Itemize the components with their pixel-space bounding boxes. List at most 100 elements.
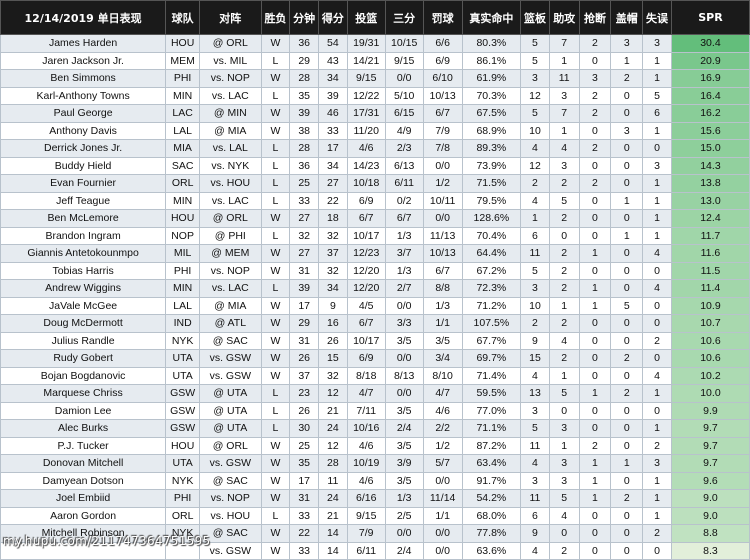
player-name-cell: Evan Fournier	[0, 174, 167, 193]
stat-cell: 24	[318, 419, 348, 438]
stat-cell: 11	[318, 471, 348, 490]
stat-cell: PHI	[165, 489, 201, 508]
stat-cell: 54.2%	[461, 489, 522, 508]
stat-cell: 28	[289, 139, 320, 158]
player-name-cell: Anthony Davis	[0, 121, 167, 140]
stat-cell: 0	[578, 191, 612, 210]
player-name-cell: Damyean Dotson	[0, 471, 167, 490]
player-name-cell: Doug McDermott	[0, 314, 167, 333]
stat-cell: 2	[548, 244, 580, 263]
stat-cell: 0	[610, 366, 644, 385]
stat-cell: 3	[610, 34, 644, 53]
table-row: Rudy Gobert UTA vs. GSW W 26 15 6/9 0/0 3/4 69.7%…	[0, 349, 750, 368]
stat-cell: 8/10	[422, 366, 463, 385]
stat-cell: LAC	[165, 104, 201, 123]
stat-cell: 0/0	[384, 384, 424, 403]
stat-cell: 3	[578, 69, 612, 88]
stat-cell: 33	[289, 191, 320, 210]
stat-cell: 22	[289, 524, 320, 543]
stat-cell: W	[260, 331, 291, 350]
stat-cell: vs. HOU	[199, 174, 262, 193]
stat-cell: 38	[289, 121, 320, 140]
stat-cell: 1/1	[422, 314, 463, 333]
stat-cell: vs. GSW	[199, 349, 262, 368]
stat-cell: 3	[548, 156, 580, 175]
stat-cell: 0	[610, 156, 644, 175]
stat-cell: 10/19	[346, 454, 386, 473]
stat-cell: vs. NOP	[199, 489, 262, 508]
stat-cell: 4	[548, 139, 580, 158]
stat-cell: W	[260, 69, 291, 88]
stat-cell: 7/8	[422, 139, 463, 158]
column-header: 盖帽	[610, 0, 644, 35]
stat-cell: 2	[610, 69, 644, 88]
stat-cell: 2	[610, 489, 644, 508]
stat-cell: 7/11	[346, 401, 386, 420]
stat-cell: 35	[289, 86, 320, 105]
stat-cell: 67.7%	[461, 331, 522, 350]
stat-cell: 2/3	[384, 139, 424, 158]
stat-cell: @ UTA	[199, 419, 262, 438]
spr-cell: 9.9	[670, 401, 750, 420]
stat-cell: 15	[520, 349, 550, 368]
stat-cell: 3	[642, 34, 672, 53]
stat-cell: 5	[642, 86, 672, 105]
stat-cell: 0	[578, 506, 612, 525]
stat-cell: 2	[642, 436, 672, 455]
stat-cell: L	[260, 226, 291, 245]
stat-cell: 2	[578, 139, 612, 158]
stat-cell: 11	[548, 69, 580, 88]
player-name-cell: James Harden	[0, 34, 167, 53]
stat-cell: 11	[520, 244, 550, 263]
stat-cell: L	[260, 139, 291, 158]
table-row: Aaron Gordon ORL vs. HOU L 33 21 9/15 2/5 1/1 68.…	[0, 506, 750, 525]
stat-cell: @ ORL	[199, 436, 262, 455]
spr-cell: 11.5	[670, 261, 750, 280]
stat-cell: 77.0%	[461, 401, 522, 420]
stat-cell: UTA	[165, 454, 201, 473]
stat-cell: 0	[642, 314, 672, 333]
stat-cell: 0	[610, 209, 644, 228]
stat-cell: 9	[520, 524, 550, 543]
table-row: Giannis Antetokounmpo MIL @ MEM W 27 37 12/23 3…	[0, 244, 750, 263]
stat-cell: 6	[642, 104, 672, 123]
stat-cell: 5	[520, 51, 550, 70]
table-row: Ben Simmons PHI vs. NOP W 28 34 9/15 0/0 6/10 61.…	[0, 69, 750, 88]
stat-cell: 5	[548, 489, 580, 508]
table-row: JaVale McGee LAL @ MIA W 17 9 4/5 0/0 1/3 71.2% 10…	[0, 296, 750, 315]
player-name-cell: Tobias Harris	[0, 261, 167, 280]
stat-cell: 11/14	[422, 489, 463, 508]
stat-cell: 61.9%	[461, 69, 522, 88]
spr-cell: 10.7	[670, 314, 750, 333]
stat-cell: L	[260, 86, 291, 105]
spr-cell: 9.0	[670, 489, 750, 508]
player-name-cell: Rudy Gobert	[0, 349, 167, 368]
stat-cell: 1	[578, 384, 612, 403]
stat-cell: IND	[165, 314, 201, 333]
stat-cell: 1	[610, 226, 644, 245]
stat-cell: LAL	[165, 296, 201, 315]
stat-cell: 6/6	[422, 34, 463, 53]
stat-cell: 0	[610, 104, 644, 123]
stat-cell: 4	[642, 366, 672, 385]
stat-cell: 1	[642, 69, 672, 88]
stat-cell: @ MEM	[199, 244, 262, 263]
stat-cell: vs. LAC	[199, 191, 262, 210]
stat-cell: 71.4%	[461, 366, 522, 385]
table-row: Brandon Ingram NOP @ PHI L 32 32 10/17 1/3 11/13…	[0, 226, 750, 245]
stat-cell: W	[260, 436, 291, 455]
stat-cell: 4	[642, 279, 672, 298]
stat-cell: 0	[548, 226, 580, 245]
stat-cell: @ UTA	[199, 384, 262, 403]
player-name-cell: Derrick Jones Jr.	[0, 139, 167, 158]
stat-cell: 2	[520, 174, 550, 193]
stat-cell: 18	[318, 209, 348, 228]
table-row: Donovan Mitchell UTA vs. GSW W 35 28 10/19 3/9 5…	[0, 454, 750, 473]
stat-cell: 24	[318, 489, 348, 508]
stat-cell: 27	[289, 244, 320, 263]
stat-cell: 6/11	[384, 174, 424, 193]
table-body: James Harden HOU @ ORL W 36 54 19/31 10/15 6/6 80…	[0, 34, 750, 560]
stat-cell: W	[260, 524, 291, 543]
header-row: 12/14/2019 单日表现 球队 对阵 胜负 分钟 得分 投篮 三分 罚球 真实命中 篮板 助攻抢…	[0, 0, 750, 35]
stat-cell: vs. LAC	[199, 86, 262, 105]
